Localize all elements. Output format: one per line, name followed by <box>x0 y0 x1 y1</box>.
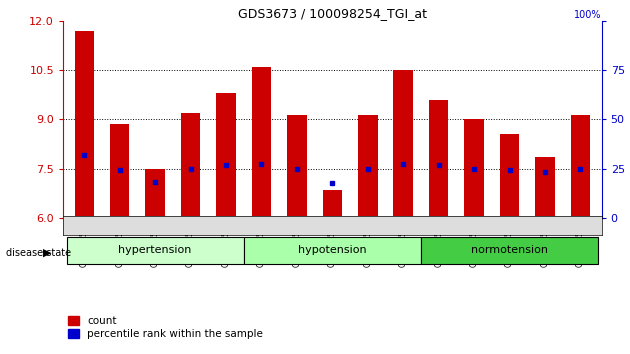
Bar <box>110 124 129 218</box>
Title: GDS3673 / 100098254_TGI_at: GDS3673 / 100098254_TGI_at <box>238 7 427 20</box>
Bar <box>146 169 165 218</box>
Bar <box>216 93 236 218</box>
Bar <box>500 134 519 218</box>
Text: normotension: normotension <box>471 245 548 256</box>
Bar <box>421 237 598 264</box>
Bar <box>536 157 554 218</box>
Bar <box>74 31 94 218</box>
Bar <box>244 237 421 264</box>
Bar <box>181 113 200 218</box>
Legend: count, percentile rank within the sample: count, percentile rank within the sample <box>68 316 263 339</box>
Text: hypertension: hypertension <box>118 245 192 256</box>
Bar <box>323 190 342 218</box>
Bar <box>571 115 590 218</box>
Bar <box>67 237 244 264</box>
Text: disease state: disease state <box>6 248 71 258</box>
Bar <box>464 120 484 218</box>
Text: 100%: 100% <box>574 10 602 20</box>
Text: ▶: ▶ <box>43 248 52 258</box>
Bar <box>252 67 271 218</box>
Bar <box>429 100 449 218</box>
Bar <box>287 115 307 218</box>
Text: hypotension: hypotension <box>298 245 367 256</box>
Bar <box>358 115 377 218</box>
Bar <box>394 70 413 218</box>
